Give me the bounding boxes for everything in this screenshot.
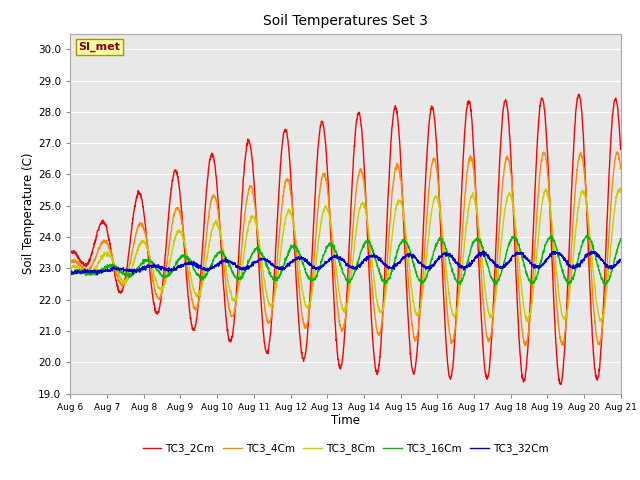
TC3_16Cm bbox=[582, 232, 590, 238]
TC3_32Cm bbox=[506, 258, 513, 264]
TC3_16Cm bbox=[601, 283, 609, 288]
TC3_8Cm bbox=[584, 208, 591, 214]
TC3_16Cm bbox=[220, 251, 228, 257]
TC3_16Cm bbox=[584, 233, 591, 239]
TC3_2Cm bbox=[617, 146, 625, 152]
TC3_8Cm bbox=[617, 190, 625, 196]
Line: TC3_32Cm: TC3_32Cm bbox=[70, 251, 621, 275]
TC3_32Cm bbox=[93, 272, 101, 278]
TC3_2Cm bbox=[575, 91, 582, 97]
TC3_8Cm bbox=[67, 265, 74, 271]
TC3_32Cm bbox=[568, 264, 576, 270]
Line: TC3_4Cm: TC3_4Cm bbox=[70, 152, 621, 346]
TC3_4Cm bbox=[617, 166, 625, 171]
TC3_16Cm bbox=[568, 277, 576, 283]
TC3_8Cm bbox=[524, 319, 531, 324]
TC3_32Cm bbox=[584, 251, 591, 256]
TC3_4Cm bbox=[220, 263, 228, 268]
TC3_32Cm bbox=[220, 259, 228, 264]
TC3_2Cm bbox=[584, 230, 591, 236]
TC3_2Cm bbox=[557, 382, 564, 387]
TC3_8Cm bbox=[568, 265, 576, 271]
TC3_2Cm bbox=[67, 250, 74, 255]
TC3_16Cm bbox=[67, 269, 74, 275]
TC3_2Cm bbox=[373, 372, 381, 377]
TC3_4Cm bbox=[506, 159, 513, 165]
TC3_2Cm bbox=[362, 183, 369, 189]
TC3_8Cm bbox=[220, 251, 228, 256]
TC3_4Cm bbox=[568, 229, 576, 235]
Text: SI_met: SI_met bbox=[79, 42, 120, 52]
TC3_32Cm bbox=[362, 255, 369, 261]
TC3_4Cm bbox=[540, 149, 548, 155]
TC3_16Cm bbox=[617, 236, 625, 241]
TC3_4Cm bbox=[521, 343, 529, 348]
TC3_8Cm bbox=[362, 206, 369, 212]
TC3_32Cm bbox=[480, 248, 488, 254]
TC3_4Cm bbox=[362, 192, 369, 198]
TC3_4Cm bbox=[584, 214, 591, 219]
TC3_8Cm bbox=[373, 298, 381, 304]
X-axis label: Time: Time bbox=[331, 414, 360, 427]
Legend: TC3_2Cm, TC3_4Cm, TC3_8Cm, TC3_16Cm, TC3_32Cm: TC3_2Cm, TC3_4Cm, TC3_8Cm, TC3_16Cm, TC3… bbox=[138, 439, 553, 458]
TC3_8Cm bbox=[506, 192, 513, 197]
TC3_2Cm bbox=[506, 126, 513, 132]
TC3_4Cm bbox=[373, 329, 381, 335]
TC3_8Cm bbox=[616, 185, 624, 191]
Line: TC3_2Cm: TC3_2Cm bbox=[70, 94, 621, 384]
Y-axis label: Soil Temperature (C): Soil Temperature (C) bbox=[22, 153, 35, 275]
TC3_32Cm bbox=[617, 257, 625, 263]
TC3_16Cm bbox=[373, 263, 381, 269]
TC3_4Cm bbox=[67, 260, 74, 266]
Line: TC3_16Cm: TC3_16Cm bbox=[70, 235, 621, 286]
TC3_32Cm bbox=[374, 255, 381, 261]
TC3_16Cm bbox=[506, 242, 513, 248]
TC3_2Cm bbox=[568, 173, 576, 179]
TC3_16Cm bbox=[362, 240, 369, 245]
TC3_32Cm bbox=[67, 270, 74, 276]
TC3_2Cm bbox=[220, 287, 228, 293]
Title: Soil Temperatures Set 3: Soil Temperatures Set 3 bbox=[263, 14, 428, 28]
Line: TC3_8Cm: TC3_8Cm bbox=[70, 188, 621, 322]
